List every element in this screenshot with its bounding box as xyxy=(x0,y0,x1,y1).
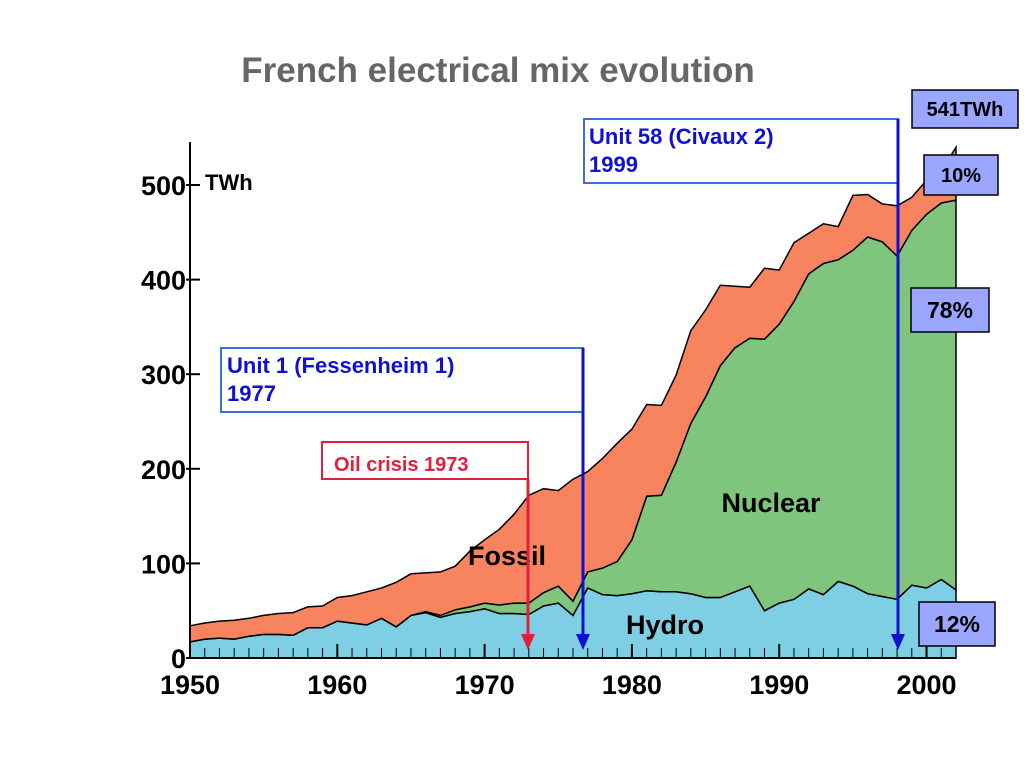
x-ticks: 1950 1960 1970 1980 1990 2000 xyxy=(160,670,957,700)
callout-nuclear-share: 78% xyxy=(910,287,990,333)
areas-group xyxy=(189,144,957,659)
callout-nuclear-share-box xyxy=(910,287,990,333)
x-tick-label: 2000 xyxy=(896,670,956,700)
annotation-unit-58-line2: 1999 xyxy=(589,152,638,177)
callout-fossil-share-box xyxy=(923,154,999,196)
y-ticks: 0 100 200 300 400 500 xyxy=(141,171,200,674)
annotation-oil-crisis: Oil crisis 1973 xyxy=(321,441,535,650)
callout-fossil-share: 10% xyxy=(923,154,999,196)
area-label-fossil: Fossil xyxy=(468,541,546,571)
y-tick-label: 200 xyxy=(141,455,186,485)
annotation-unit-58-arrowhead xyxy=(891,634,905,650)
x-minor-ticks xyxy=(189,644,957,658)
annotation-unit-1-line1: Unit 1 (Fessenheim 1) xyxy=(227,353,454,378)
y-tick-label: 300 xyxy=(141,360,186,390)
x-tick-label: 1950 xyxy=(160,670,220,700)
callout-total-text: 541TWh xyxy=(927,99,1004,121)
annotation-oil-crisis-text: Oil crisis 1973 xyxy=(334,454,469,476)
annotation-unit-1: Unit 1 (Fessenheim 1) 1977 xyxy=(220,347,590,650)
annotation-unit-1-line2: 1977 xyxy=(227,381,276,406)
annotation-unit-58: Unit 58 (Civaux 2) 1999 xyxy=(583,118,905,650)
x-tick-label: 1990 xyxy=(749,670,809,700)
annotation-unit-58-box xyxy=(583,118,899,184)
area-label-hydro: Hydro xyxy=(626,610,704,640)
y-tick-label: 500 xyxy=(141,171,186,201)
y-unit-label: TWh xyxy=(205,170,253,195)
area-label-nuclear: Nuclear xyxy=(721,488,821,518)
y-tick-label: 100 xyxy=(141,549,186,579)
callout-total: 541TWh xyxy=(911,89,1019,129)
chart-title: French electrical mix evolution xyxy=(241,51,755,90)
callout-nuclear-share-text: 78% xyxy=(927,297,973,323)
annotation-unit-58-line1: Unit 58 (Civaux 2) xyxy=(589,124,774,149)
callout-hydro-share-box xyxy=(918,601,996,647)
annotation-unit-1-arrowhead xyxy=(576,634,590,650)
axes: 0 100 200 300 400 500 1950 1960 1970 1980 1990 200… xyxy=(141,142,957,700)
x-tick-label: 1960 xyxy=(307,670,367,700)
callout-total-box xyxy=(911,89,1019,129)
x-tick-label: 1980 xyxy=(602,670,662,700)
area-fossil xyxy=(189,144,957,643)
annotation-oil-crisis-box xyxy=(321,441,529,480)
y-tick-label: 0 xyxy=(171,644,186,674)
callout-fossil-share-text: 10% xyxy=(941,165,981,187)
x-tick-label: 1970 xyxy=(455,670,515,700)
annotation-oil-crisis-arrowhead xyxy=(521,634,535,650)
y-tick-label: 400 xyxy=(141,266,186,296)
callout-hydro-share: 12% xyxy=(918,601,996,647)
callout-hydro-share-text: 12% xyxy=(934,611,980,637)
